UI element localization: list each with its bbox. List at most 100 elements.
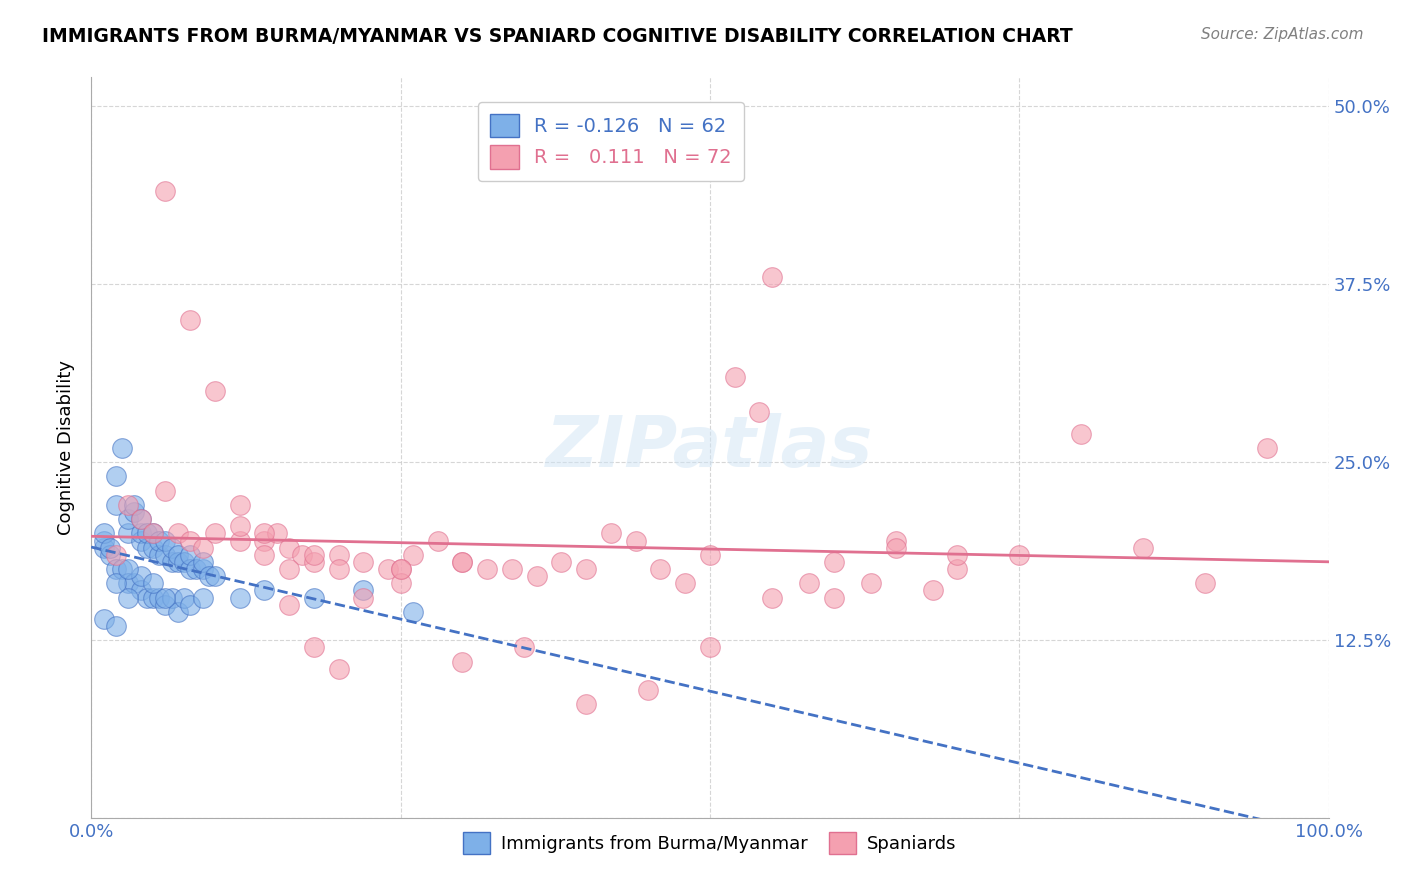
Point	[278, 541, 301, 555]
Point	[302, 640, 325, 655]
Point	[98, 541, 121, 555]
Point	[290, 548, 312, 562]
Point	[550, 555, 572, 569]
Point	[946, 548, 969, 562]
Point	[104, 576, 127, 591]
Point	[111, 562, 134, 576]
Legend: R = -0.126   N = 62, R =   0.111   N = 72: R = -0.126 N = 62, R = 0.111 N = 72	[478, 102, 744, 180]
Point	[124, 505, 146, 519]
Point	[526, 569, 548, 583]
Point	[179, 562, 201, 576]
Point	[724, 369, 747, 384]
Point	[191, 541, 214, 555]
Point	[104, 469, 127, 483]
Point	[278, 562, 301, 576]
Point	[1194, 576, 1216, 591]
Point	[179, 598, 201, 612]
Point	[173, 555, 195, 569]
Point	[402, 548, 425, 562]
Point	[155, 598, 177, 612]
Point	[160, 591, 183, 605]
Point	[637, 683, 659, 698]
Point	[426, 533, 449, 548]
Point	[946, 562, 969, 576]
Point	[352, 591, 374, 605]
Point	[111, 441, 134, 455]
Point	[104, 619, 127, 633]
Point	[204, 384, 226, 398]
Point	[859, 576, 882, 591]
Point	[186, 562, 208, 576]
Point	[93, 533, 115, 548]
Point	[451, 555, 474, 569]
Point	[104, 562, 127, 576]
Point	[148, 533, 170, 548]
Point	[124, 498, 146, 512]
Point	[823, 591, 845, 605]
Point	[142, 526, 165, 541]
Point	[155, 591, 177, 605]
Point	[104, 548, 127, 562]
Point	[135, 541, 157, 555]
Point	[228, 519, 250, 533]
Point	[155, 548, 177, 562]
Point	[135, 526, 157, 541]
Point	[117, 512, 139, 526]
Point	[191, 555, 214, 569]
Point	[166, 526, 188, 541]
Point	[148, 548, 170, 562]
Point	[179, 312, 201, 326]
Point	[93, 541, 115, 555]
Text: ZIPatlas: ZIPatlas	[547, 414, 873, 483]
Point	[1008, 548, 1031, 562]
Point	[129, 512, 152, 526]
Point	[451, 555, 474, 569]
Point	[173, 591, 195, 605]
Point	[142, 591, 165, 605]
Point	[278, 598, 301, 612]
Point	[160, 541, 183, 555]
Point	[884, 541, 907, 555]
Point	[129, 583, 152, 598]
Point	[575, 698, 598, 712]
Point	[117, 576, 139, 591]
Point	[253, 533, 276, 548]
Point	[513, 640, 536, 655]
Point	[389, 576, 412, 591]
Point	[402, 605, 425, 619]
Point	[160, 555, 183, 569]
Point	[142, 576, 165, 591]
Point	[191, 591, 214, 605]
Point	[166, 605, 188, 619]
Point	[451, 655, 474, 669]
Point	[302, 555, 325, 569]
Point	[253, 526, 276, 541]
Point	[501, 562, 523, 576]
Point	[328, 548, 350, 562]
Point	[624, 533, 647, 548]
Point	[650, 562, 672, 576]
Point	[823, 555, 845, 569]
Point	[129, 533, 152, 548]
Point	[699, 640, 721, 655]
Point	[166, 548, 188, 562]
Point	[389, 562, 412, 576]
Point	[921, 583, 943, 598]
Point	[761, 269, 783, 284]
Text: Source: ZipAtlas.com: Source: ZipAtlas.com	[1201, 27, 1364, 42]
Point	[117, 498, 139, 512]
Point	[1256, 441, 1278, 455]
Point	[129, 569, 152, 583]
Point	[328, 562, 350, 576]
Point	[129, 526, 152, 541]
Point	[884, 533, 907, 548]
Point	[93, 612, 115, 626]
Point	[797, 576, 820, 591]
Point	[228, 498, 250, 512]
Point	[266, 526, 288, 541]
Point	[699, 548, 721, 562]
Point	[98, 548, 121, 562]
Point	[129, 512, 152, 526]
Point	[179, 548, 201, 562]
Point	[748, 405, 770, 419]
